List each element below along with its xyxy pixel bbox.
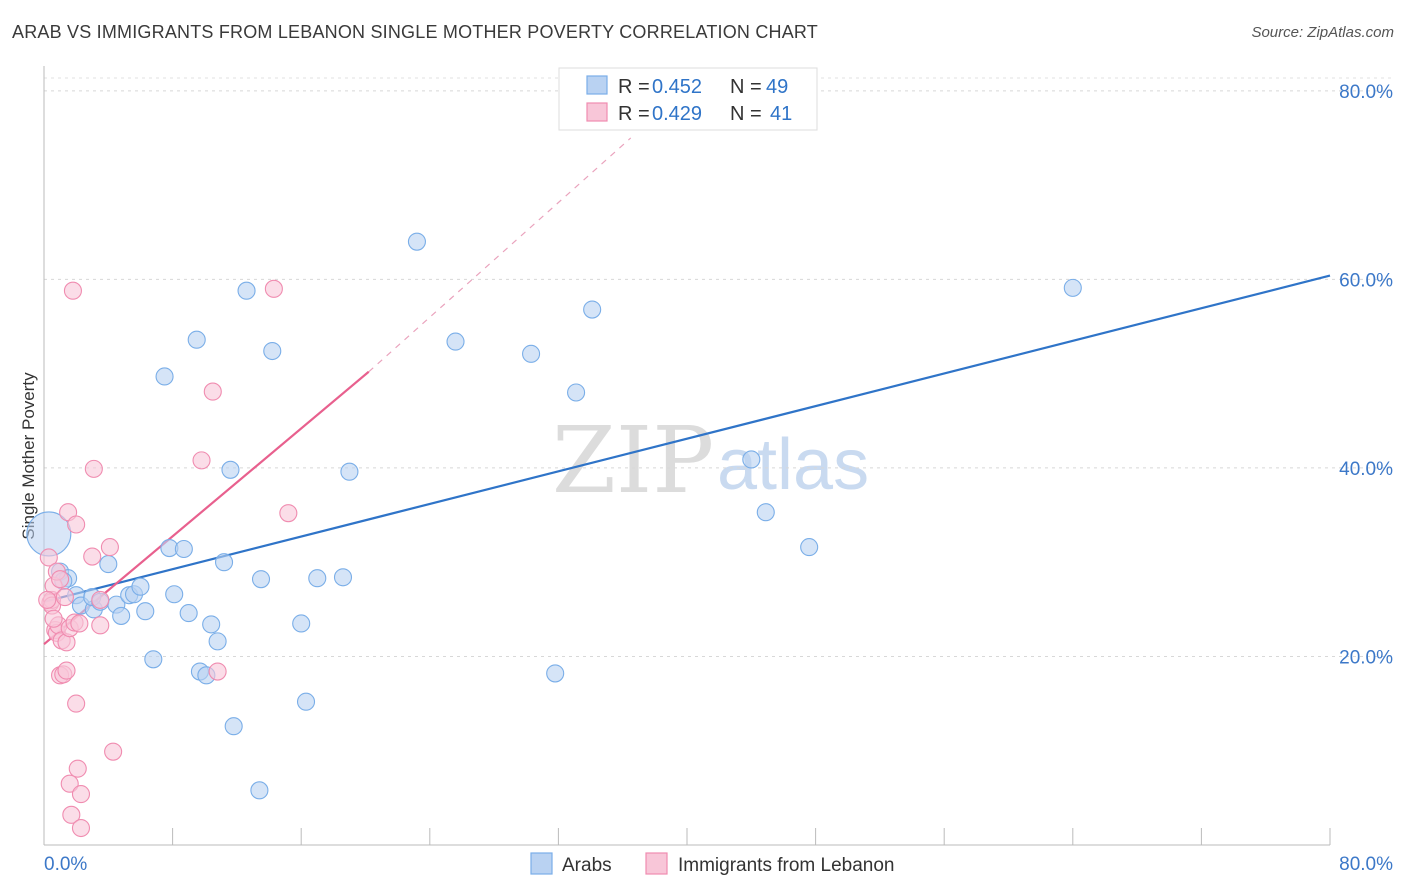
point-series-0-42 [546, 664, 565, 683]
point-series-0-41 [522, 344, 541, 363]
point-series-1-31 [91, 616, 110, 635]
series-legend: Arabs Immigrants from Lebanon [530, 852, 895, 876]
legend-swatch-lebanon [586, 102, 608, 122]
point-series-0-15 [136, 602, 155, 621]
trendlines [43, 137, 1331, 646]
point-series-0-43 [567, 383, 586, 402]
point-series-0-37 [333, 568, 353, 587]
point-series-0-35 [296, 692, 316, 711]
point-series-1-22 [67, 515, 86, 534]
point-series-0-27 [214, 553, 234, 572]
point-series-1-23 [67, 694, 86, 713]
point-series-0-39 [407, 232, 426, 251]
data-points [26, 232, 1082, 838]
point-series-0-45 [742, 450, 761, 469]
point-series-0-40 [446, 332, 465, 351]
point-series-1-34 [192, 451, 211, 470]
series-legend-swatch-arabs [530, 852, 553, 875]
legend-r-value-lebanon: 0.429 [652, 103, 702, 125]
point-series-0-47 [800, 538, 819, 557]
point-series-1-14 [57, 661, 76, 680]
y-tick-label-20: 20.0% [1339, 647, 1393, 668]
point-series-0-16 [144, 650, 163, 669]
chart-title: ARAB VS IMMIGRANTS FROM LEBANON SINGLE M… [12, 22, 818, 42]
point-series-1-29 [84, 459, 103, 478]
point-series-0-48 [1063, 278, 1082, 297]
legend-r-value-arabs: 0.452 [652, 76, 702, 98]
legend-n-label-lebanon: N = [730, 103, 762, 125]
legend-swatch-arabs [586, 75, 608, 95]
y-tick-label-80: 80.0% [1339, 82, 1393, 103]
point-series-0-19 [165, 585, 184, 604]
legend-n-label-arabs: N = [730, 76, 762, 98]
point-series-0-26 [208, 632, 227, 651]
point-series-0-17 [155, 367, 174, 386]
point-series-0-38 [340, 462, 359, 481]
point-series-0-25 [202, 615, 221, 634]
point-series-0-14 [131, 577, 150, 596]
point-series-1-40 [44, 609, 63, 628]
point-series-1-39 [38, 590, 57, 609]
point-series-0-20 [174, 539, 193, 559]
legend-n-value-arabs: 49 [766, 76, 788, 98]
correlation-legend: R = 0.452 N = 49 R = 0.429 N = 41 [558, 67, 818, 131]
x-tick-label-min: 0.0% [44, 854, 87, 875]
trendline-series-0 [43, 274, 1331, 603]
point-series-0-22 [187, 330, 206, 349]
point-series-0-36 [308, 569, 327, 588]
point-series-0-11 [112, 606, 131, 625]
point-series-1-26 [71, 818, 91, 838]
point-series-0-28 [221, 460, 240, 479]
point-series-1-33 [104, 742, 123, 761]
y-axis-title: Single Mother Poverty [19, 372, 38, 540]
legend-n-value-lebanon: 41 [770, 103, 792, 125]
legend-r-label-lebanon: R = [618, 103, 650, 125]
point-series-0-29 [224, 717, 243, 736]
series-legend-swatch-lebanon [645, 852, 668, 875]
watermark: ZIP atlas [552, 407, 869, 514]
point-series-1-24 [68, 759, 87, 778]
axes [43, 66, 1331, 846]
point-series-0-44 [583, 300, 602, 319]
series-legend-label-arabs: Arabs [562, 855, 612, 876]
point-series-1-9 [51, 570, 70, 589]
point-series-1-0 [39, 548, 58, 567]
y-tick-labels: 20.0% 40.0% 60.0% 80.0% [1339, 82, 1393, 669]
point-series-0-34 [292, 614, 311, 633]
point-series-1-13 [55, 588, 74, 607]
trendline-extension-series-1 [368, 137, 632, 373]
watermark-zip: ZIP [552, 407, 714, 514]
point-series-1-25 [70, 614, 89, 633]
point-series-0-21 [179, 604, 198, 623]
point-series-1-28 [83, 547, 102, 566]
point-series-1-32 [100, 538, 119, 557]
point-series-1-20 [63, 281, 82, 300]
point-series-0-30 [237, 281, 256, 300]
legend-r-label-arabs: R = [618, 76, 650, 98]
point-series-1-18 [60, 774, 79, 793]
gridlines [44, 77, 1393, 657]
point-series-1-38 [279, 504, 298, 523]
point-series-1-35 [203, 382, 222, 401]
series-legend-label-lebanon: Immigrants from Lebanon [678, 855, 895, 876]
point-series-0-31 [251, 570, 271, 589]
y-tick-label-40: 40.0% [1339, 459, 1393, 480]
point-series-1-37 [264, 279, 283, 298]
point-series-0-9 [99, 555, 118, 574]
point-series-0-32 [250, 781, 269, 800]
x-tick-label-max: 80.0% [1339, 854, 1393, 875]
watermark-atlas: atlas [717, 425, 869, 505]
point-series-0-33 [263, 341, 282, 361]
source-credit: Source: ZipAtlas.com [1251, 24, 1394, 41]
point-series-1-27 [71, 785, 91, 804]
point-series-1-19 [62, 805, 81, 824]
point-series-0-46 [756, 503, 775, 522]
y-tick-label-60: 60.0% [1339, 270, 1393, 291]
point-series-1-30 [91, 590, 110, 609]
point-series-1-36 [208, 662, 227, 681]
